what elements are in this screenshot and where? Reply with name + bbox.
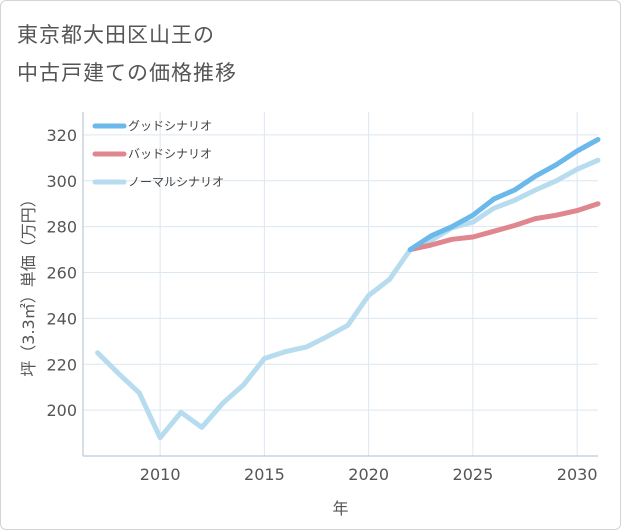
y-axis-label: 坪（3.3㎡）単価（万円） <box>19 191 38 376</box>
x-axis-label: 年 <box>332 499 348 518</box>
axes <box>82 112 598 457</box>
legend-label: バッドシナリオ <box>128 147 212 161</box>
x-tick-label: 2030 <box>557 465 598 484</box>
y-tick-label: 280 <box>46 218 77 237</box>
y-tick-label: 320 <box>46 126 77 145</box>
tick-labels: 2010 2015 2020 2025 2030 200 220 240 260 280 300 32… <box>46 126 597 484</box>
y-tick-label: 220 <box>46 355 77 374</box>
series-line-0 <box>407 137 601 253</box>
x-tick-label: 2020 <box>348 465 389 484</box>
chart-title-line-1: 東京都大田区山王の <box>17 23 215 47</box>
grid-lines <box>83 112 598 456</box>
x-tick-label: 2025 <box>453 465 494 484</box>
series-lines <box>95 137 601 441</box>
series-line-2 <box>95 157 601 441</box>
x-tick-label: 2015 <box>244 465 285 484</box>
y-tick-label: 300 <box>46 172 77 191</box>
y-tick-label: 240 <box>46 309 77 328</box>
legend-label: ノーマルシナリオ <box>128 175 224 189</box>
x-tick-label: 2010 <box>140 465 181 484</box>
chart-title-line-2: 中古戸建ての価格推移 <box>17 61 237 85</box>
y-tick-label: 260 <box>46 264 77 283</box>
y-tick-label: 200 <box>46 401 77 420</box>
series-line-1 <box>407 201 601 253</box>
legend-label: グッドシナリオ <box>128 119 212 133</box>
